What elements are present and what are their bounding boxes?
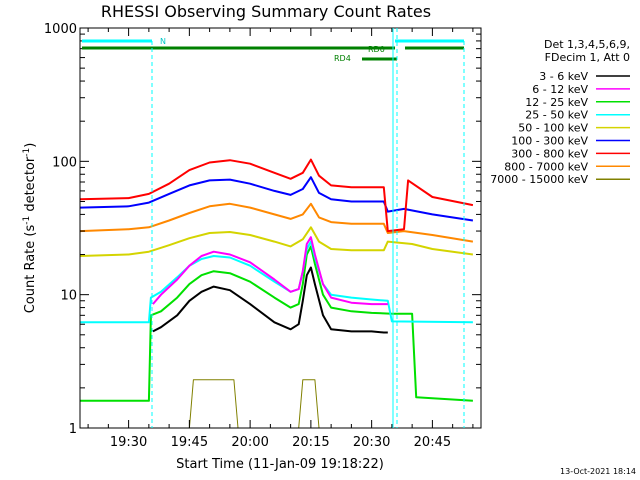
y-tick-label: 10: [60, 289, 77, 304]
series-line-3-6-keV: [152, 266, 388, 334]
rd4-label: RD4: [334, 54, 351, 63]
status-annotations: N RD0 RD4: [82, 28, 465, 428]
legend-label: 300 - 800 keV: [511, 147, 588, 160]
series-line-300-800-keV: [79, 158, 474, 233]
legend-label: 800 - 7000 keV: [504, 160, 588, 173]
night-label: N: [160, 37, 166, 46]
x-tick-label: 20:00: [231, 435, 268, 450]
series-line-50-100-keV: [79, 226, 474, 257]
y-tick-label: 1: [69, 422, 77, 437]
legend-header-1: Det 1,3,4,5,6,9,: [544, 38, 630, 51]
x-tick-label: 20:15: [292, 435, 329, 450]
x-axis: 19:30 19:45 20:00 20:15 20:30 20:45: [87, 28, 474, 450]
x-tick-label: 19:30: [110, 435, 147, 450]
plot-frame: [79, 27, 482, 429]
y-tick-label: 1000: [44, 22, 77, 37]
y-axis-label: Count Rate (s-1 detector-1): [22, 143, 38, 314]
plot-area: [79, 158, 474, 429]
series-line-7000-15000-keV: [188, 379, 320, 429]
x-axis-label: Start Time (11-Jan-09 19:18:22): [176, 457, 384, 472]
legend: Det 1,3,4,5,6,9, FDecim 1, Att 0 3 - 6 k…: [490, 38, 630, 186]
legend-header-2: FDecim 1, Att 0: [545, 51, 630, 64]
legend-label: 3 - 6 keV: [539, 70, 588, 83]
chart-title: RHESSI Observing Summary Count Rates: [101, 2, 431, 21]
legend-label: 25 - 50 keV: [525, 109, 588, 122]
rd0-label: RD0: [368, 45, 385, 54]
legend-label: 7000 - 15000 keV: [490, 173, 588, 186]
footer-date: 13-Oct-2021 18:14: [560, 467, 636, 476]
legend-label: 12 - 25 keV: [525, 96, 588, 109]
x-tick-label: 20:45: [414, 435, 451, 450]
legend-label: 50 - 100 keV: [518, 122, 588, 135]
y-tick-label: 100: [52, 155, 77, 170]
legend-label: 100 - 300 keV: [511, 135, 588, 148]
x-tick-label: 20:30: [353, 435, 390, 450]
legend-label: 6 - 12 keV: [532, 83, 588, 96]
x-tick-label: 19:45: [171, 435, 208, 450]
y-axis: 1 10 100 1000: [44, 22, 481, 437]
series-line-800-7000-keV: [79, 202, 474, 243]
series-line-12-25-keV: [80, 245, 473, 402]
series-line-6-12-keV: [152, 236, 388, 306]
